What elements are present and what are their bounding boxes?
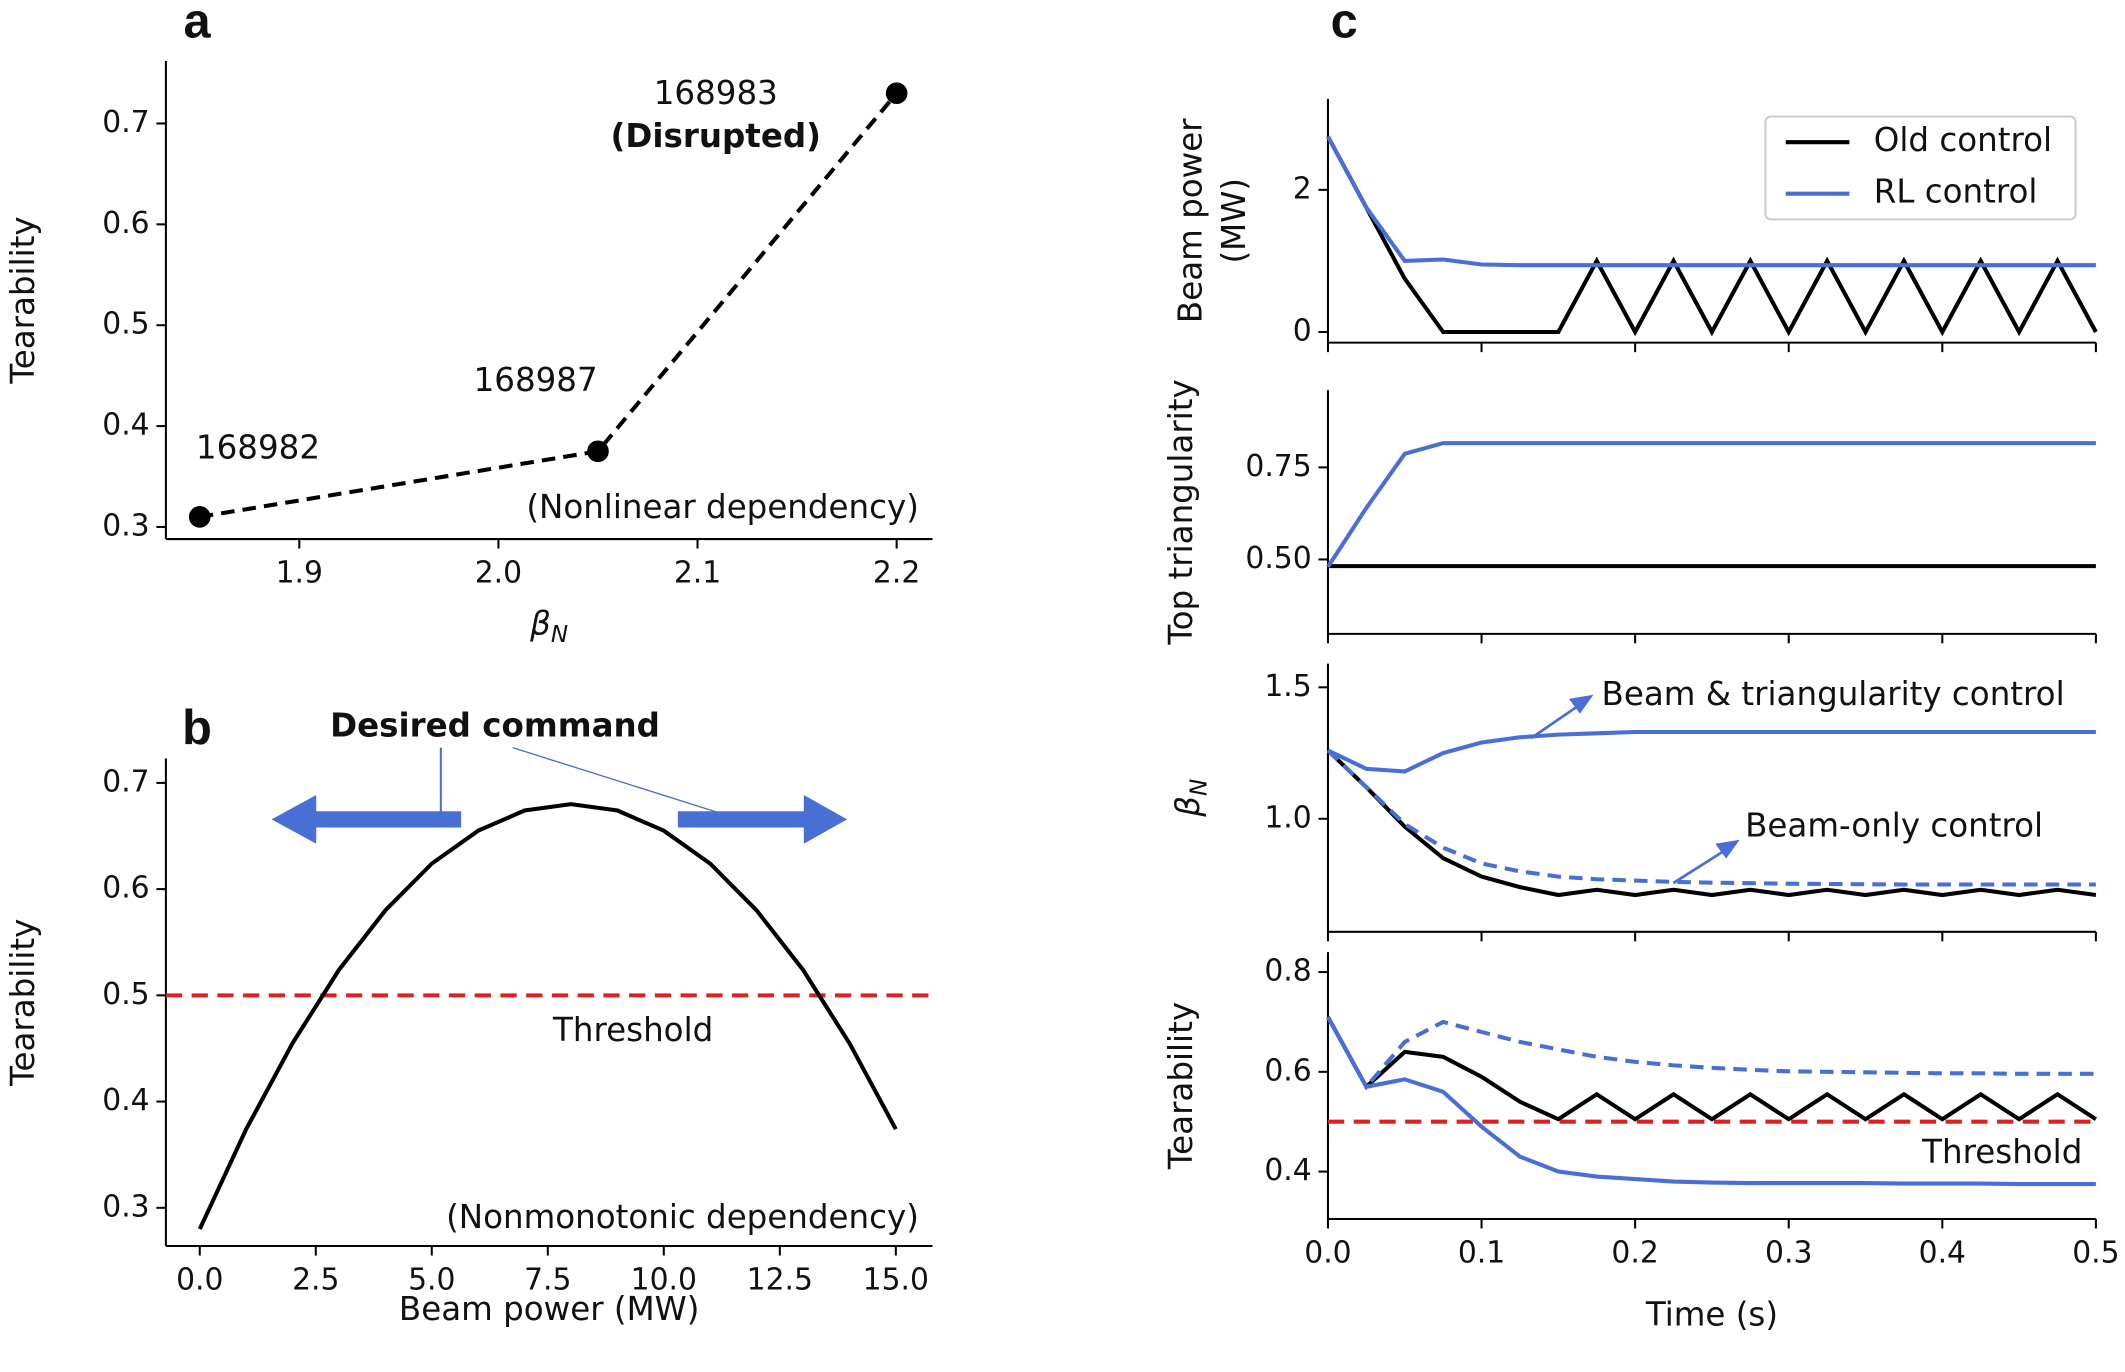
- x-tick-label: 0.1: [1458, 1236, 1505, 1271]
- panel-letter: c: [1331, 0, 1358, 48]
- annotation: (Nonmonotonic dependency): [446, 1198, 919, 1236]
- point-label: 168987: [474, 361, 598, 399]
- annotation: (Disrupted): [611, 117, 821, 155]
- axis-label-sub: N: [551, 622, 568, 648]
- x-tick-label: 0.0: [1304, 1236, 1351, 1271]
- x-tick-label: 1.9: [276, 556, 323, 591]
- x-tick-label: 2.0: [475, 556, 522, 591]
- arrow-line: [1530, 701, 1584, 740]
- axis-label: Time (s): [1645, 1295, 1778, 1333]
- y-tick-label: 0.3: [102, 1189, 149, 1224]
- y-tick-label: 1.5: [1264, 669, 1311, 704]
- x-tick-label: 2.5: [292, 1263, 339, 1298]
- series-line: [1326, 135, 2098, 337]
- legend-label: Old control: [1874, 121, 2052, 159]
- x-tick-label: 0.0: [176, 1263, 223, 1298]
- x-tick-label: 15.0: [863, 1263, 929, 1298]
- axis-label-base: β: [1169, 796, 1207, 818]
- axis-label: βN: [529, 605, 568, 648]
- y-tick-label: 2: [1293, 171, 1312, 206]
- series-line: [1326, 1015, 2096, 1091]
- series-line: [1326, 1015, 2098, 1122]
- arrow-head: [271, 795, 317, 844]
- arrow-shaft: [312, 811, 462, 828]
- point: [587, 440, 609, 463]
- y-tick-label: 0.75: [1245, 449, 1311, 484]
- threshold-label: Threshold: [552, 1011, 713, 1049]
- series-line: [1326, 748, 2096, 887]
- legend-label: RL control: [1874, 173, 2038, 211]
- axis-label-base: β: [529, 605, 551, 643]
- x-tick-label: 0.3: [1765, 1236, 1812, 1271]
- y-tick-label: 0.5: [102, 307, 149, 342]
- series-line: [1326, 135, 2096, 268]
- x-tick-label: 0.5: [2072, 1236, 2119, 1271]
- axis-label: Tearability: [4, 216, 42, 384]
- axis-label: Tearability: [4, 919, 42, 1087]
- y-tick-label: 0.6: [102, 206, 149, 241]
- series-line: [1326, 748, 2097, 898]
- y-tick-label: 0.4: [1264, 1153, 1311, 1188]
- y-tick-label: 0.8: [1264, 954, 1311, 989]
- arrow-line: [1672, 846, 1730, 885]
- arrow-head: [803, 795, 848, 844]
- annotation: (Nonlinear dependency): [526, 488, 919, 526]
- y-tick-label: 0.7: [102, 764, 149, 799]
- x-tick-label: 5.0: [408, 1263, 455, 1298]
- point: [885, 82, 908, 105]
- point: [188, 506, 211, 528]
- annotation-arrows: [1530, 694, 1740, 885]
- arrow-head: [1715, 839, 1740, 859]
- x-tick-label: 0.4: [1919, 1236, 1966, 1271]
- axis-label: Beam power (MW): [399, 1290, 700, 1328]
- x-tick-label: 0.2: [1611, 1236, 1658, 1271]
- y-tick-label: 0.6: [102, 871, 149, 906]
- x-tick-label: 10.0: [631, 1263, 697, 1298]
- x-tick-label: 2.1: [674, 556, 721, 591]
- y-tick-label: 0.4: [102, 1083, 149, 1118]
- arrow-shaft: [677, 811, 807, 828]
- x-tick-label: 2.2: [873, 556, 920, 591]
- threshold-label: Threshold: [1921, 1133, 2082, 1171]
- panel-letter: a: [183, 0, 211, 48]
- leader-line: [512, 746, 719, 814]
- axis-label: Tearability: [1162, 1002, 1200, 1170]
- axis-label: (MW): [1215, 178, 1253, 264]
- y-tick-label: 0.7: [102, 105, 149, 140]
- axis-label-sub: N: [1186, 779, 1212, 796]
- point-label: 168982: [196, 429, 320, 467]
- panel-letter: b: [182, 701, 212, 755]
- point-label: 168983: [654, 74, 778, 112]
- x-tick-label: 12.5: [747, 1263, 813, 1298]
- annotation: Beam & triangularity control: [1602, 675, 2065, 713]
- series-line: [1326, 441, 2096, 568]
- axis-label: Beam power: [1172, 118, 1210, 323]
- arrow-head: [1569, 694, 1594, 714]
- series-line: [197, 802, 898, 1230]
- y-tick-label: 0.4: [102, 408, 149, 443]
- command-arrows: [271, 746, 848, 844]
- axis-label: βN: [1169, 779, 1212, 818]
- y-tick-label: 0.50: [1245, 541, 1311, 576]
- annotation: Desired command: [330, 706, 660, 744]
- series-line: [1326, 1015, 2096, 1187]
- x-tick-label: 7.5: [524, 1263, 571, 1298]
- series-line: [1327, 729, 2096, 774]
- y-tick-label: 0.5: [102, 977, 149, 1012]
- y-tick-label: 0.3: [102, 508, 149, 543]
- y-tick-label: 1.0: [1264, 800, 1311, 835]
- axis-label: Top triangularity: [1162, 379, 1200, 645]
- y-tick-label: 0: [1293, 314, 1312, 349]
- y-tick-label: 0.6: [1264, 1053, 1311, 1088]
- annotation: Beam-only control: [1745, 807, 2043, 845]
